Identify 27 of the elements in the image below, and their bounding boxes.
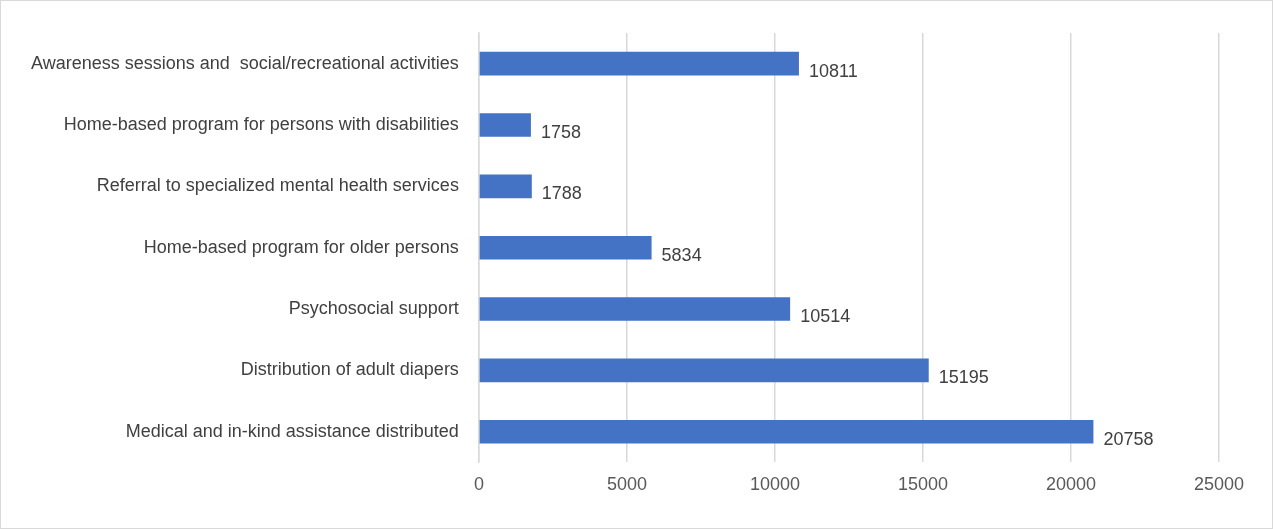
data-label: 20758: [1103, 428, 1154, 449]
bar: [479, 235, 652, 260]
x-tick-label: 25000: [1193, 474, 1245, 495]
x-tick-label: 5000: [606, 474, 647, 495]
x-tick-label: 0: [473, 474, 484, 495]
x-tick-label: 10000: [749, 474, 800, 495]
bar: [479, 174, 532, 199]
y-tick-label: Home-based program for older persons: [143, 236, 459, 257]
x-tick-label: 20000: [1045, 474, 1097, 495]
y-tick-label: Psychosocial support: [288, 298, 459, 319]
y-tick-label: Home-based program for persons with disabilities: [63, 113, 459, 134]
y-tick-label: Awareness sessions and social/recreational activities: [30, 52, 459, 73]
y-tick-label: Medical and in-kind assistance distributed: [125, 420, 459, 441]
data-label: 15195: [938, 367, 989, 388]
data-label: 10514: [800, 306, 851, 327]
bar: [479, 51, 799, 76]
y-tick-label: Referral to specialized mental health services: [96, 175, 459, 196]
y-tick-label: Distribution of adult diapers: [240, 359, 459, 380]
data-label: 1758: [540, 121, 581, 142]
data-label: 10811: [808, 60, 858, 81]
data-label: 5834: [661, 244, 702, 265]
bar: [479, 358, 929, 383]
data-label: 1788: [541, 183, 582, 204]
bar: [479, 113, 531, 137]
bar: [479, 419, 1094, 444]
bar: [479, 297, 791, 321]
x-tick-label: 15000: [897, 474, 948, 495]
